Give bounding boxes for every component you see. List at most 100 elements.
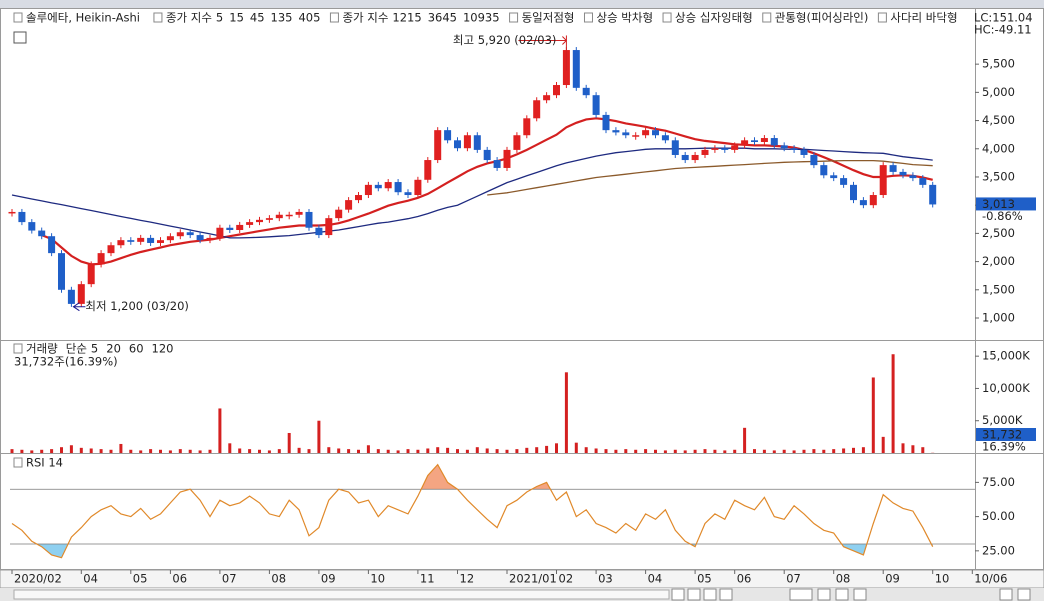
volume-bar — [168, 450, 172, 453]
x-tick-label: 09 — [321, 572, 336, 586]
nav-buttons[interactable] — [671, 588, 1031, 601]
pattern-label: 관통형(피어싱라인) — [775, 11, 869, 25]
x-tick-label: 09 — [885, 572, 900, 586]
pattern-icon — [329, 12, 339, 23]
rsi-panel — [0, 453, 1044, 570]
moving-average — [487, 159, 933, 196]
x-tick-label: 2021/01 — [509, 572, 557, 586]
candle — [384, 182, 392, 189]
x-tick-label: 08 — [271, 572, 286, 586]
volume-bar — [782, 449, 786, 453]
volume-bar — [505, 449, 509, 453]
candle — [275, 214, 283, 219]
scroll-track[interactable] — [13, 589, 670, 600]
volume-bar — [911, 445, 915, 453]
candle — [859, 200, 867, 206]
volume-bar — [297, 447, 301, 453]
volume-bar — [376, 449, 380, 453]
candle — [157, 240, 164, 243]
pattern-label: 상승 박차형 — [596, 11, 653, 25]
candle — [414, 179, 422, 196]
candle — [741, 140, 749, 146]
volume-bar — [456, 449, 459, 453]
volume-bar — [258, 449, 261, 453]
volume-bar — [386, 449, 390, 453]
candle — [533, 100, 541, 119]
volume-title: 거래량 — [26, 342, 58, 356]
candle — [48, 236, 56, 254]
corner-label: HC:-49.11 — [974, 23, 1032, 37]
grid-icon[interactable] — [13, 31, 27, 44]
volume-bar — [426, 448, 430, 453]
y-tick-label: 2,500 — [982, 226, 1015, 240]
candle — [444, 130, 452, 141]
ma-legend-period: 120 — [152, 342, 174, 356]
volume-bar — [267, 450, 271, 453]
volume-bar — [465, 449, 469, 453]
y-tick-label: 5,000 — [982, 85, 1015, 99]
candle — [592, 95, 600, 115]
x-tick-label: 12 — [460, 572, 475, 586]
volume-bar — [69, 445, 73, 453]
rsi-line — [11, 463, 934, 559]
pattern-icon — [662, 12, 672, 23]
candle — [652, 130, 659, 136]
volume-bar — [654, 449, 657, 453]
x-tick-label: 10/06 — [974, 572, 1007, 586]
volume-bar — [347, 449, 351, 453]
candle — [523, 118, 531, 136]
volume-bar — [406, 449, 410, 453]
x-tick-label: 08 — [836, 572, 851, 586]
y-tick-label: 5,500 — [982, 57, 1015, 71]
ma-legend-period: 3645 — [428, 11, 457, 25]
volume-bar — [545, 445, 549, 453]
candle — [404, 192, 412, 196]
candle — [483, 149, 491, 161]
volume-bar — [475, 447, 479, 453]
x-tick-label: 07 — [786, 572, 801, 586]
candle — [137, 237, 145, 242]
candle — [869, 195, 877, 206]
annotation-label: 최고 5,920 (02/03) — [453, 33, 557, 47]
y-tick-label: 4,000 — [982, 141, 1015, 155]
candle — [899, 171, 907, 176]
rsi-title: RSI 14 — [26, 456, 63, 470]
pattern-icon — [153, 12, 163, 23]
volume-bar — [10, 449, 14, 453]
candle — [820, 165, 828, 176]
candle — [97, 253, 105, 265]
x-tick-label: 05 — [697, 572, 712, 586]
candle — [810, 154, 818, 166]
candle — [919, 178, 927, 185]
candle — [751, 140, 758, 142]
candle — [107, 245, 115, 254]
annotation-arrow — [72, 302, 86, 312]
x-tick-label: 06 — [737, 572, 752, 586]
y-tick-label: 2,000 — [982, 254, 1015, 268]
candle — [226, 227, 234, 230]
volume-bar — [644, 449, 648, 453]
y-tick-label: 15,000K — [982, 349, 1030, 363]
candle — [731, 145, 739, 150]
candle — [572, 50, 580, 88]
volume-bar — [624, 449, 628, 453]
candle — [770, 138, 778, 146]
y-tick-label: 25.00 — [982, 543, 1015, 557]
y-tick-label: 50.00 — [982, 509, 1015, 523]
volume-bar — [159, 449, 162, 453]
candle — [850, 184, 857, 201]
candle — [879, 165, 887, 196]
candle — [602, 114, 610, 131]
candle — [553, 85, 560, 96]
volume-bar — [60, 447, 63, 453]
x-tick-label: 07 — [222, 572, 237, 586]
volume-bar — [129, 449, 133, 453]
x-tick-label: 10 — [370, 572, 385, 586]
candle — [246, 222, 254, 225]
candle — [345, 200, 353, 210]
candle — [28, 222, 36, 231]
candle — [424, 160, 432, 180]
candle — [830, 175, 838, 179]
price-panel — [0, 8, 1044, 341]
ma-legend-period: 1215 — [392, 11, 421, 25]
